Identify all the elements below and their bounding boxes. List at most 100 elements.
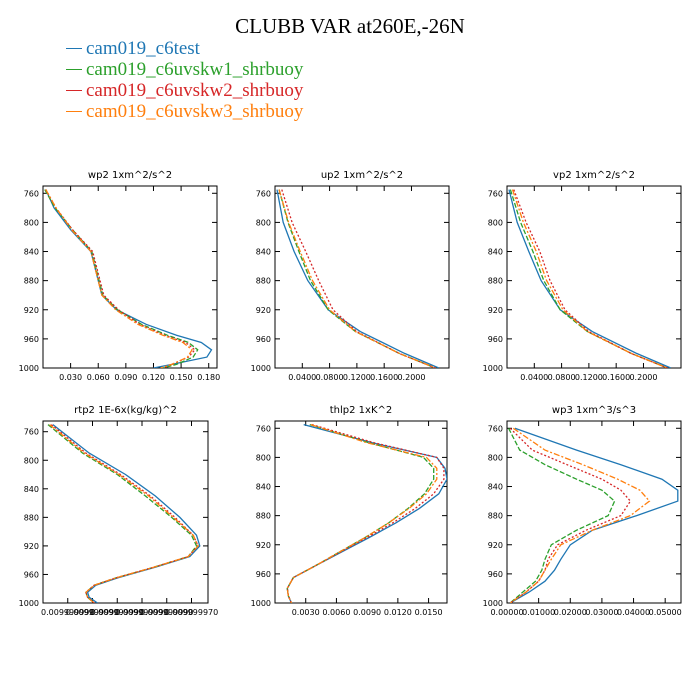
- legend-label: cam019_c6test: [86, 38, 200, 59]
- y-tick-label: 880: [256, 512, 271, 521]
- x-tick-label: 0.009999990: [41, 608, 94, 617]
- chart-panel-3: vp2 1xm^2/s^2 760 800 840 880 920 960 1000 0.040…: [483, 170, 682, 382]
- x-tick-label: 0.04000: [617, 608, 650, 617]
- x-tick-label: 0.1200: [575, 373, 603, 382]
- series-group: [286, 423, 447, 603]
- panel-title: thlp2 1xK^2: [330, 405, 393, 416]
- y-tick-label: 1000: [483, 364, 503, 373]
- y-tick-label: 920: [24, 542, 39, 551]
- y-tick-label: 760: [488, 424, 503, 433]
- x-tick-label: 0.0400: [520, 373, 548, 382]
- y-tick-label: 760: [488, 189, 503, 198]
- series-group: [44, 189, 213, 368]
- x-tick-label: 0.0030: [292, 608, 320, 617]
- x-tick-label: 0.0400: [288, 373, 316, 382]
- series-line-4: [511, 189, 668, 368]
- panel-title: rtp2 1E-6x(kg/kg)^2: [74, 405, 177, 416]
- y-tick-label: 960: [256, 570, 271, 579]
- x-tick-label: 0.1600: [370, 373, 398, 382]
- panel-title: wp2 1xm^2/s^2: [88, 170, 172, 181]
- legend-label: cam019_c6uvskw3_shrbuoy: [86, 101, 304, 122]
- x-tick-label: 0.2000: [629, 373, 657, 382]
- legend: cam019_c6test cam019_c6uvskw1_shrbuoy ca…: [66, 38, 303, 122]
- y-tick-label: 880: [488, 512, 503, 521]
- plot-frame: [42, 185, 218, 369]
- x-tick-label: 0.2000: [397, 373, 425, 382]
- y-tick-label: 880: [488, 277, 503, 286]
- y-tick-label: 800: [24, 456, 39, 465]
- series-line-2: [509, 189, 668, 368]
- x-tick-label: 0.1200: [343, 373, 371, 382]
- legend-label: cam019_c6uvskw1_shrbuoy: [86, 59, 304, 80]
- x-tick-label: 0.180: [197, 373, 220, 382]
- series-line-3: [281, 189, 436, 368]
- x-tick-label: 0.0800: [548, 373, 576, 382]
- legend-entry-c6test: cam019_c6test: [66, 38, 303, 59]
- panel-title: up2 1xm^2/s^2: [321, 170, 403, 181]
- y-tick-label: 960: [24, 570, 39, 579]
- series-line-4: [509, 427, 651, 603]
- y-tick-label: 960: [488, 570, 503, 579]
- series-line-2: [508, 428, 616, 603]
- x-tick-label: 0.02000: [554, 608, 587, 617]
- x-tick-label: 0.009999990: [66, 608, 119, 617]
- legend-swatch: [66, 90, 82, 91]
- y-tick-label: 1000: [19, 599, 39, 608]
- y-tick-label: 840: [24, 248, 39, 257]
- x-tick-label: 0.120: [142, 373, 165, 382]
- x-tick-label: 0.150: [170, 373, 193, 382]
- y-tick-label: 840: [256, 248, 271, 257]
- series-group: [508, 189, 672, 368]
- y-tick-label: 880: [24, 277, 39, 286]
- y-tick-label: 920: [488, 541, 503, 550]
- y-tick-label: 960: [24, 335, 39, 344]
- legend-entry-uvskw3: cam019_c6uvskw3_shrbuoy: [66, 101, 303, 122]
- y-tick-label: 760: [24, 189, 39, 198]
- chart-panel-1: wp2 1xm^2/s^2 760 800 840 880 920 960 1000 0.030…: [19, 170, 221, 382]
- y-tick-label: 880: [24, 513, 39, 522]
- y-tick-label: 920: [488, 306, 503, 315]
- plot-frame: [42, 420, 209, 604]
- x-tick-label: 0.009999970: [165, 608, 218, 617]
- chart-panel-4: rtp2 1E-6x(kg/kg)^2 760 800 840 880 920 960 100…: [19, 405, 219, 617]
- series-line-4: [49, 424, 199, 603]
- series-line-4: [45, 189, 193, 368]
- legend-swatch: [66, 111, 82, 112]
- plot-frame: [506, 420, 682, 604]
- series-line-2: [286, 423, 435, 603]
- series-line-4: [286, 423, 438, 603]
- series-line-4: [278, 189, 436, 368]
- x-tick-label: 0.009999990: [140, 608, 193, 617]
- series-line-3: [509, 427, 632, 603]
- y-tick-label: 840: [256, 483, 271, 492]
- x-tick-label: 0.0060: [322, 608, 350, 617]
- plot-frame: [274, 420, 448, 604]
- y-tick-label: 840: [488, 248, 503, 257]
- y-tick-label: 960: [488, 335, 503, 344]
- x-tick-label: 0.009999990: [115, 608, 168, 617]
- plot-frame: [506, 185, 682, 369]
- series-line-1: [509, 427, 679, 603]
- series-line-2: [44, 189, 199, 368]
- y-tick-label: 800: [488, 218, 503, 227]
- y-tick-label: 1000: [251, 599, 271, 608]
- series-group: [276, 189, 440, 368]
- x-tick-label: 0.05000: [649, 608, 682, 617]
- y-tick-label: 840: [488, 483, 503, 492]
- y-tick-label: 1000: [483, 599, 503, 608]
- y-tick-label: 800: [256, 453, 271, 462]
- x-tick-label: 0.0120: [384, 608, 412, 617]
- y-tick-label: 880: [256, 277, 271, 286]
- x-tick-label: 0.01000: [522, 608, 555, 617]
- legend-entry-uvskw1: cam019_c6uvskw1_shrbuoy: [66, 59, 303, 80]
- y-tick-label: 1000: [19, 364, 39, 373]
- y-tick-label: 920: [256, 306, 271, 315]
- x-tick-label: 0.03000: [585, 608, 618, 617]
- x-tick-label: 0.0800: [316, 373, 344, 382]
- x-tick-label: 0.1600: [602, 373, 630, 382]
- legend-entry-uvskw2: cam019_c6uvskw2_shrbuoy: [66, 80, 303, 101]
- y-tick-label: 760: [256, 424, 271, 433]
- series-line-1: [508, 189, 672, 368]
- series-line-1: [286, 423, 447, 603]
